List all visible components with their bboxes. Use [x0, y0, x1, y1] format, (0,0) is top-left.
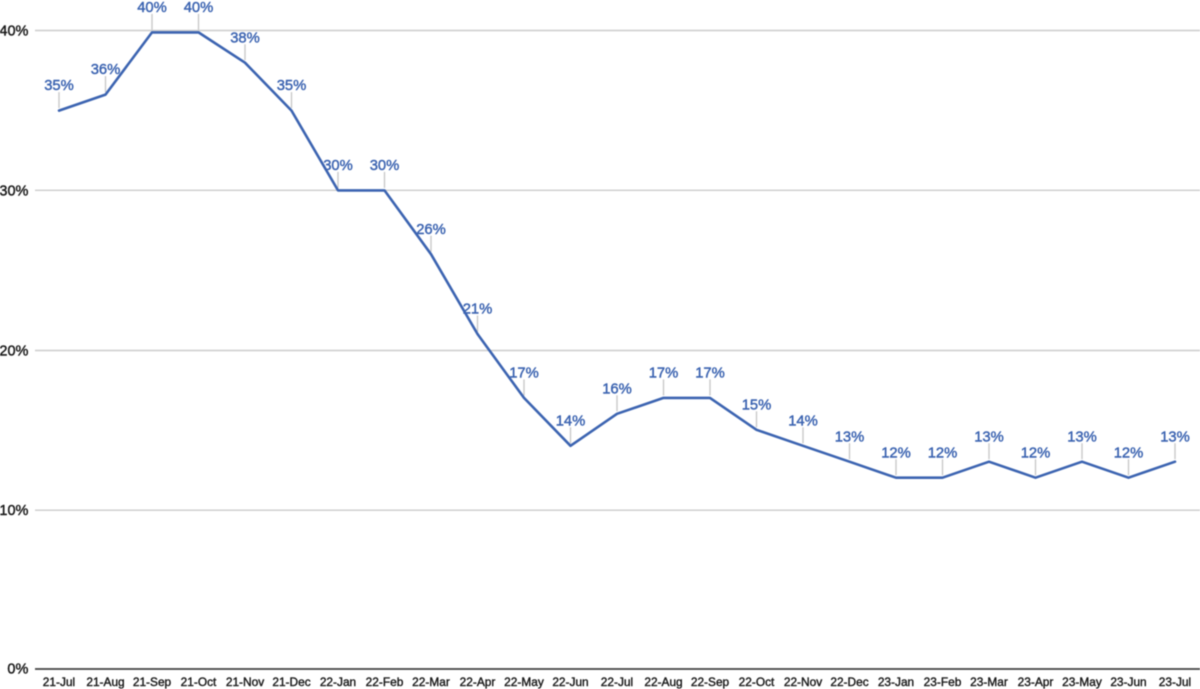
svg-text:21-Aug: 21-Aug [86, 675, 124, 689]
svg-text:20%: 20% [0, 344, 28, 360]
svg-text:16%: 16% [602, 381, 632, 397]
svg-text:22-Nov: 22-Nov [784, 675, 822, 689]
svg-text:21-Oct: 21-Oct [181, 675, 217, 689]
svg-text:12%: 12% [928, 445, 958, 461]
svg-text:12%: 12% [1114, 445, 1144, 461]
svg-text:13%: 13% [1160, 429, 1190, 445]
svg-text:40%: 40% [0, 24, 28, 40]
svg-text:22-Dec: 22-Dec [830, 675, 868, 689]
svg-text:23-Feb: 23-Feb [924, 675, 962, 689]
svg-text:36%: 36% [91, 62, 121, 78]
svg-text:22-Mar: 22-Mar [412, 675, 450, 689]
svg-text:13%: 13% [974, 429, 1004, 445]
svg-text:40%: 40% [137, 0, 167, 16]
svg-text:23-May: 23-May [1062, 675, 1102, 689]
svg-text:35%: 35% [277, 78, 307, 94]
svg-text:38%: 38% [230, 30, 260, 46]
svg-text:0%: 0% [7, 662, 28, 678]
svg-text:22-May: 22-May [504, 675, 544, 689]
svg-text:22-Jan: 22-Jan [320, 675, 356, 689]
svg-text:23-Mar: 23-Mar [970, 675, 1008, 689]
svg-text:12%: 12% [1021, 445, 1051, 461]
svg-text:22-Feb: 22-Feb [366, 675, 404, 689]
svg-text:12%: 12% [881, 445, 911, 461]
svg-text:17%: 17% [649, 366, 679, 382]
svg-text:22-Aug: 22-Aug [644, 675, 682, 689]
svg-text:13%: 13% [1067, 429, 1097, 445]
svg-text:22-Jun: 22-Jun [552, 675, 588, 689]
svg-text:30%: 30% [0, 183, 28, 199]
svg-text:23-Jan: 23-Jan [878, 675, 914, 689]
svg-text:14%: 14% [788, 413, 818, 429]
svg-text:22-Sep: 22-Sep [691, 675, 730, 689]
svg-text:22-Oct: 22-Oct [739, 675, 775, 689]
svg-text:40%: 40% [184, 0, 214, 16]
svg-text:26%: 26% [416, 222, 446, 238]
svg-text:21-Nov: 21-Nov [226, 675, 264, 689]
svg-text:23-Jul: 23-Jul [1159, 675, 1191, 689]
svg-text:21-Jul: 21-Jul [43, 675, 75, 689]
svg-text:17%: 17% [509, 366, 539, 382]
svg-text:13%: 13% [835, 429, 865, 445]
svg-text:21-Sep: 21-Sep [133, 675, 172, 689]
svg-text:21%: 21% [463, 302, 493, 318]
svg-text:14%: 14% [556, 413, 586, 429]
svg-text:35%: 35% [44, 78, 74, 94]
svg-text:30%: 30% [323, 158, 353, 174]
svg-text:10%: 10% [0, 503, 28, 519]
svg-text:21-Dec: 21-Dec [272, 675, 310, 689]
svg-text:15%: 15% [742, 397, 772, 413]
svg-text:23-Jun: 23-Jun [1110, 675, 1146, 689]
svg-text:17%: 17% [695, 366, 725, 382]
svg-text:23-Apr: 23-Apr [1018, 675, 1054, 689]
svg-text:22-Apr: 22-Apr [460, 675, 496, 689]
svg-text:30%: 30% [370, 158, 400, 174]
svg-text:22-Jul: 22-Jul [601, 675, 633, 689]
